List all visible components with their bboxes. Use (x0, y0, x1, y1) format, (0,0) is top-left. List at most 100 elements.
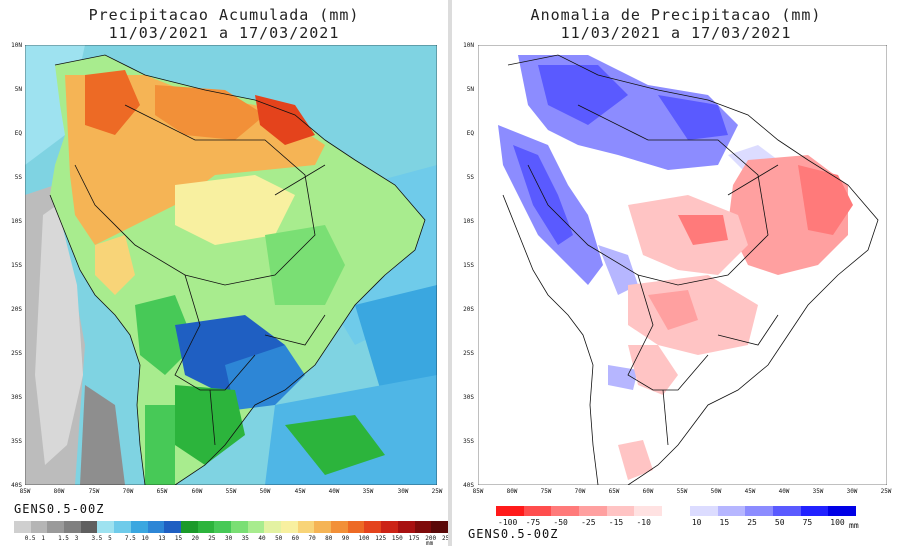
colorbar-swatch (214, 521, 231, 533)
colorbar-swatch (551, 506, 580, 516)
colorbar-swatch (97, 521, 115, 533)
panel-divider (448, 0, 452, 546)
lon-label: 65W (156, 488, 168, 495)
colorbar-swatch (496, 506, 524, 516)
colorbar-swatch (414, 521, 432, 533)
colorbar-label: 90 (341, 535, 350, 542)
lat-label: 10S (11, 218, 22, 225)
lon-label: 30W (397, 488, 409, 495)
colorbar-label: -100 (498, 518, 518, 527)
lat-label: 5N (14, 86, 22, 93)
lat-label: EQ (466, 130, 474, 137)
map-period: 11/03/2021 a 17/03/2021 (560, 24, 792, 42)
colorbar-swatch (64, 521, 81, 533)
colorbar-swatch (14, 521, 31, 533)
lon-label: 85W (19, 488, 31, 495)
lon-label: 35W (362, 488, 374, 495)
colorbar-label: 125 (375, 535, 387, 542)
colorbar-swatch (347, 521, 365, 533)
model-label: GENS0.5-00Z (468, 527, 559, 541)
colorbar-label: 20 (191, 535, 199, 542)
colorbar-label: 25 (208, 535, 216, 542)
colorbar-swatch (397, 521, 415, 533)
colorbar-swatch (772, 506, 801, 516)
colorbar-unit: mm (426, 540, 434, 547)
anomaly-map[interactable] (478, 45, 887, 485)
map-title: Precipitacao Acumulada (mm) (88, 6, 360, 24)
colorbar-swatch (800, 506, 829, 516)
lat-label: 35S (11, 438, 22, 445)
lat-label: 5S (14, 174, 22, 181)
lat-label: 15S (463, 262, 474, 269)
lon-label: 40W (778, 488, 790, 495)
lat-label: 30S (463, 394, 474, 401)
lat-label: 5N (466, 86, 474, 93)
colorbar-swatch (264, 521, 281, 533)
lat-label: 10N (463, 42, 474, 49)
lon-label: 85W (472, 488, 484, 495)
colorbar-label: 25 (747, 518, 757, 527)
lon-label: 75W (540, 488, 552, 495)
colorbar-label: 5 (108, 535, 112, 542)
colorbar-swatch (634, 506, 663, 516)
anomaly-colorbar (496, 506, 856, 516)
colorbar-swatch (80, 521, 98, 533)
lat-label: EQ (14, 130, 22, 137)
colorbar-label: 100 (830, 518, 845, 527)
lon-label: 45W (294, 488, 306, 495)
colorbar-label: 40 (258, 535, 266, 542)
colorbar-swatch (662, 506, 690, 516)
colorbar-label: -50 (553, 518, 568, 527)
colorbar-label: -15 (608, 518, 624, 527)
lon-label: 80W (506, 488, 518, 495)
colorbar-swatch (147, 521, 165, 533)
precipitation-map[interactable] (25, 45, 437, 485)
colorbar-label: 15 (719, 518, 730, 527)
colorbar-swatch (314, 521, 332, 533)
colorbar-label: 3 (74, 535, 79, 542)
colorbar-swatch (381, 521, 398, 533)
lon-label: 60W (642, 488, 654, 495)
colorbar-label: 200 (425, 535, 437, 542)
lon-label: 55W (676, 488, 688, 495)
colorbar-swatch (297, 521, 315, 533)
colorbar-label: 7.5 (124, 535, 136, 542)
colorbar-label: 60 (291, 535, 299, 542)
colorbar-swatch (30, 521, 48, 533)
colorbar-label: 0.5 (24, 535, 36, 542)
lat-label: 15S (11, 262, 22, 269)
colorbar-label: 3.5 (91, 535, 103, 542)
colorbar-swatch (828, 506, 856, 516)
colorbar-swatch (431, 521, 448, 533)
model-label: GENS0.5-00Z (14, 502, 105, 516)
lon-label: 55W (225, 488, 237, 495)
lat-label: 25S (463, 350, 474, 357)
colorbar-label: 50 (275, 535, 283, 542)
lon-label: 60W (191, 488, 203, 495)
lon-label: 80W (53, 488, 65, 495)
lat-label: 10N (11, 42, 22, 49)
lon-label: 75W (88, 488, 100, 495)
lon-label: 50W (259, 488, 271, 495)
colorbar-swatch (606, 506, 635, 516)
map-period: 11/03/2021 a 17/03/2021 (108, 24, 340, 42)
lat-label: 35S (463, 438, 474, 445)
colorbar-label: 10 (691, 518, 702, 527)
lat-label: 20S (463, 306, 474, 313)
colorbar-label: 1.5 (58, 535, 69, 542)
precipitation-colorbar (14, 521, 448, 533)
colorbar-label: 35 (241, 535, 249, 542)
colorbar-swatch (47, 521, 65, 533)
lon-label: 45W (744, 488, 756, 495)
lon-label: 40W (328, 488, 340, 495)
colorbar-swatch (523, 506, 552, 516)
colorbar-label: -10 (636, 518, 651, 527)
lon-label: 50W (710, 488, 722, 495)
lon-label: 25W (431, 488, 443, 495)
colorbar-swatch (164, 521, 181, 533)
colorbar-label: 250 (442, 535, 453, 542)
colorbar-unit: mm (849, 521, 859, 530)
lat-label: 10S (463, 218, 474, 225)
colorbar-swatch (331, 521, 348, 533)
colorbar-swatch (579, 506, 607, 516)
